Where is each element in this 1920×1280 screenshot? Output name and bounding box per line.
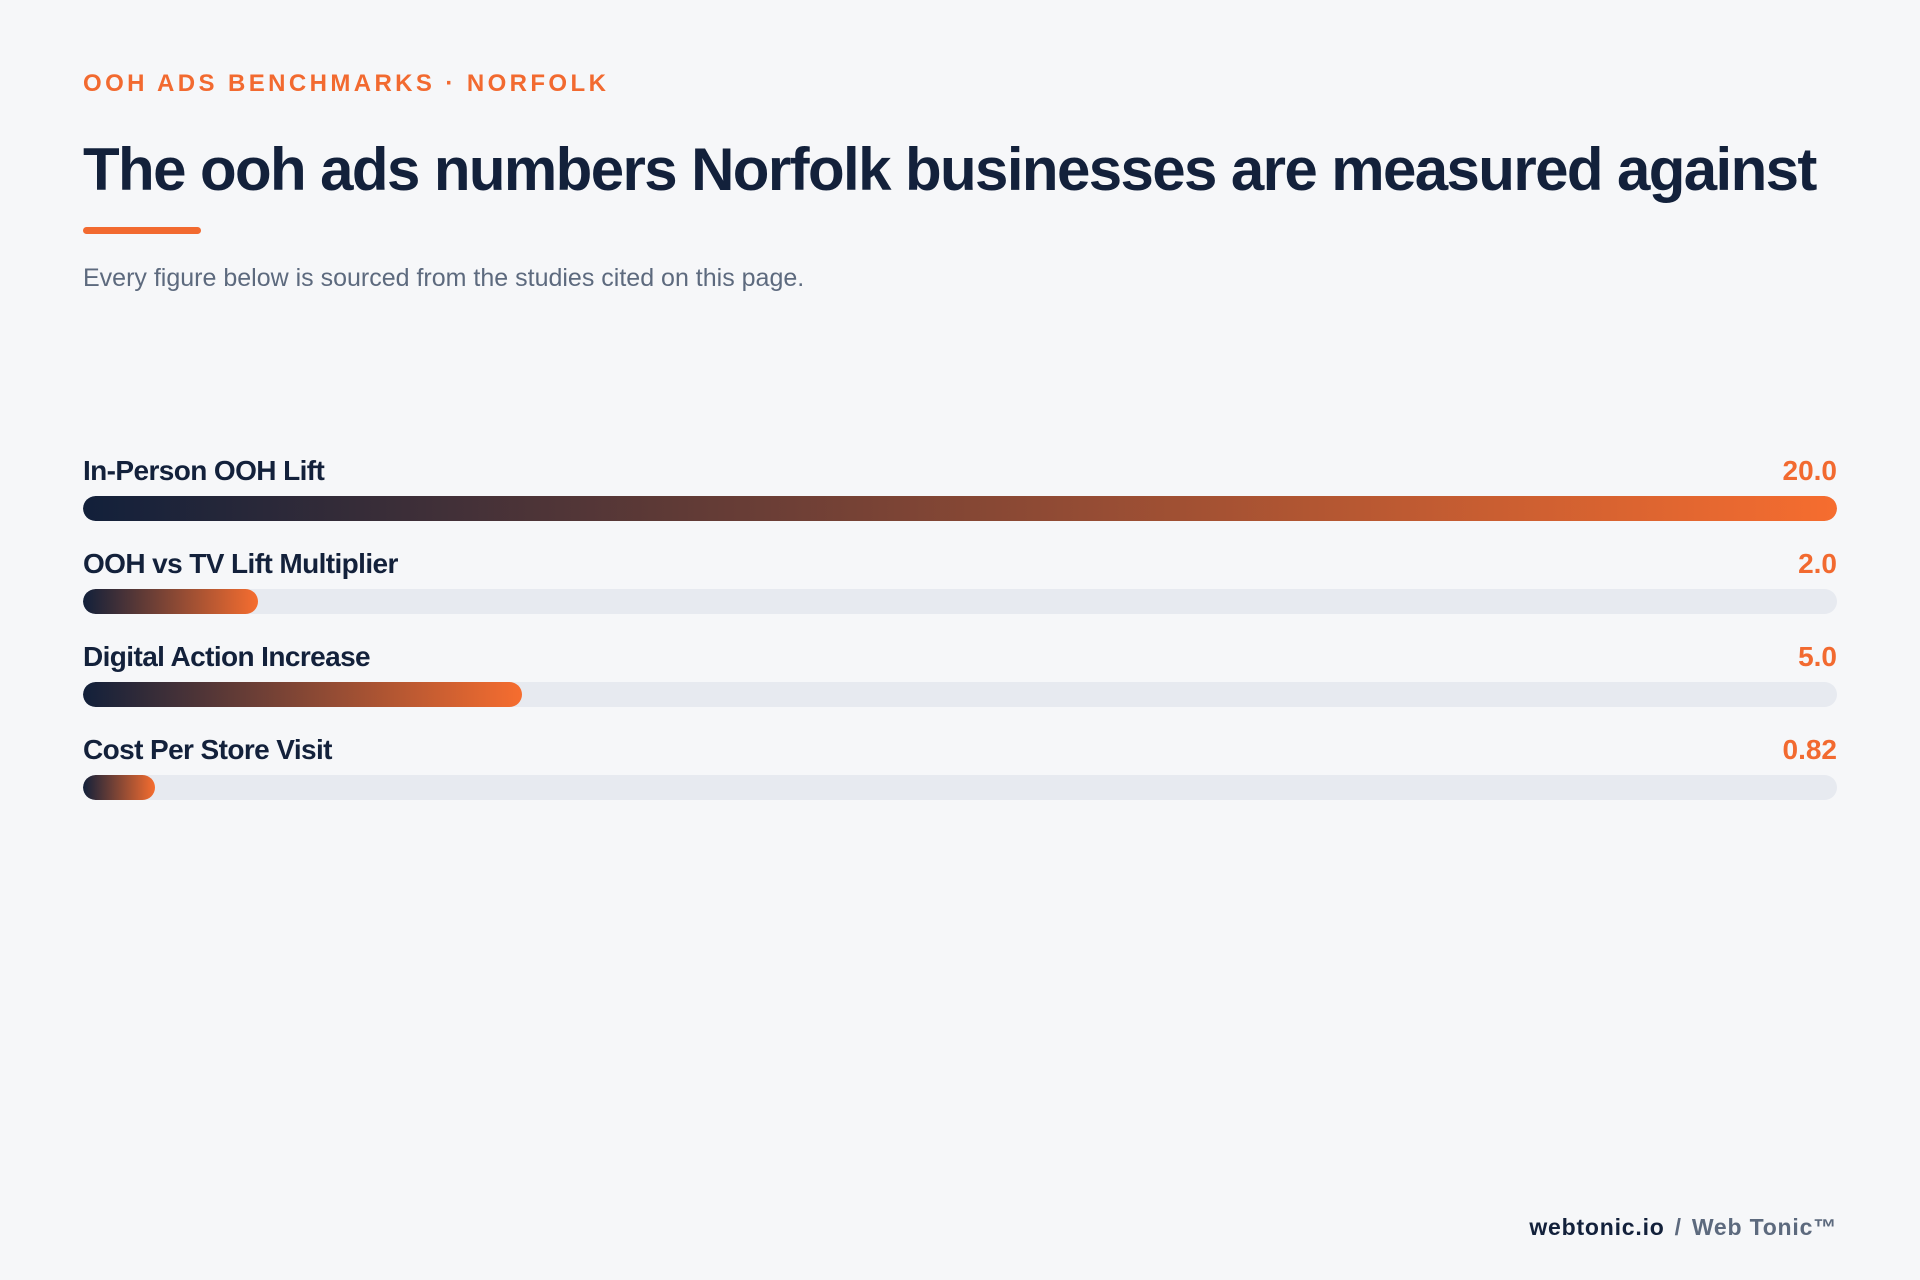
page-title: The ooh ads numbers Norfolk businesses a…	[83, 136, 1817, 203]
footer-separator: /	[1674, 1214, 1682, 1240]
bar-label: Digital Action Increase	[83, 641, 371, 672]
page-subtitle: Every figure below is sourced from the s…	[83, 264, 805, 292]
footer-brand: Web Tonic™	[1691, 1214, 1837, 1240]
benchmark-bar-chart: In-Person OOH Lift 20.0 OOH vs TV Lift Mul…	[83, 450, 1837, 822]
bar-fill	[83, 775, 155, 800]
bar-value-label: 20.0	[1782, 455, 1838, 486]
bar-value-label: 2.0	[1798, 548, 1837, 579]
bar-fill	[83, 496, 1837, 521]
bar-track	[83, 682, 1837, 707]
bar-row-header: Digital Action Increase 5.0	[83, 636, 1837, 680]
bar-row-header: In-Person OOH Lift 20.0	[83, 450, 1837, 494]
bar-track	[83, 496, 1837, 521]
header: OOH ADS BENCHMARKS · NORFOLK The ooh ads…	[83, 70, 1837, 294]
bar-row: Cost Per Store Visit 0.82	[83, 729, 1837, 822]
bar-track	[83, 589, 1837, 614]
bar-value-label: 0.82	[1782, 734, 1838, 765]
bar-row-header: Cost Per Store Visit 0.82	[83, 729, 1837, 773]
title-accent-rule	[83, 227, 201, 234]
footer-credit: webtonic.io / Web Tonic™	[1529, 1213, 1837, 1241]
bar-fill	[83, 682, 522, 707]
bar-row: Digital Action Increase 5.0	[83, 636, 1837, 729]
bar-label: Cost Per Store Visit	[83, 734, 333, 765]
bar-track	[83, 775, 1837, 800]
bar-row: In-Person OOH Lift 20.0	[83, 450, 1837, 543]
bar-label: OOH vs TV Lift Multiplier	[83, 548, 398, 579]
bar-fill	[83, 589, 259, 614]
bar-value-label: 5.0	[1798, 641, 1837, 672]
bar-label: In-Person OOH Lift	[83, 455, 325, 486]
footer-site: webtonic.io	[1529, 1214, 1665, 1240]
eyebrow-label: OOH ADS BENCHMARKS · NORFOLK	[83, 70, 610, 97]
bar-row-header: OOH vs TV Lift Multiplier 2.0	[83, 543, 1837, 587]
bar-row: OOH vs TV Lift Multiplier 2.0	[83, 543, 1837, 636]
